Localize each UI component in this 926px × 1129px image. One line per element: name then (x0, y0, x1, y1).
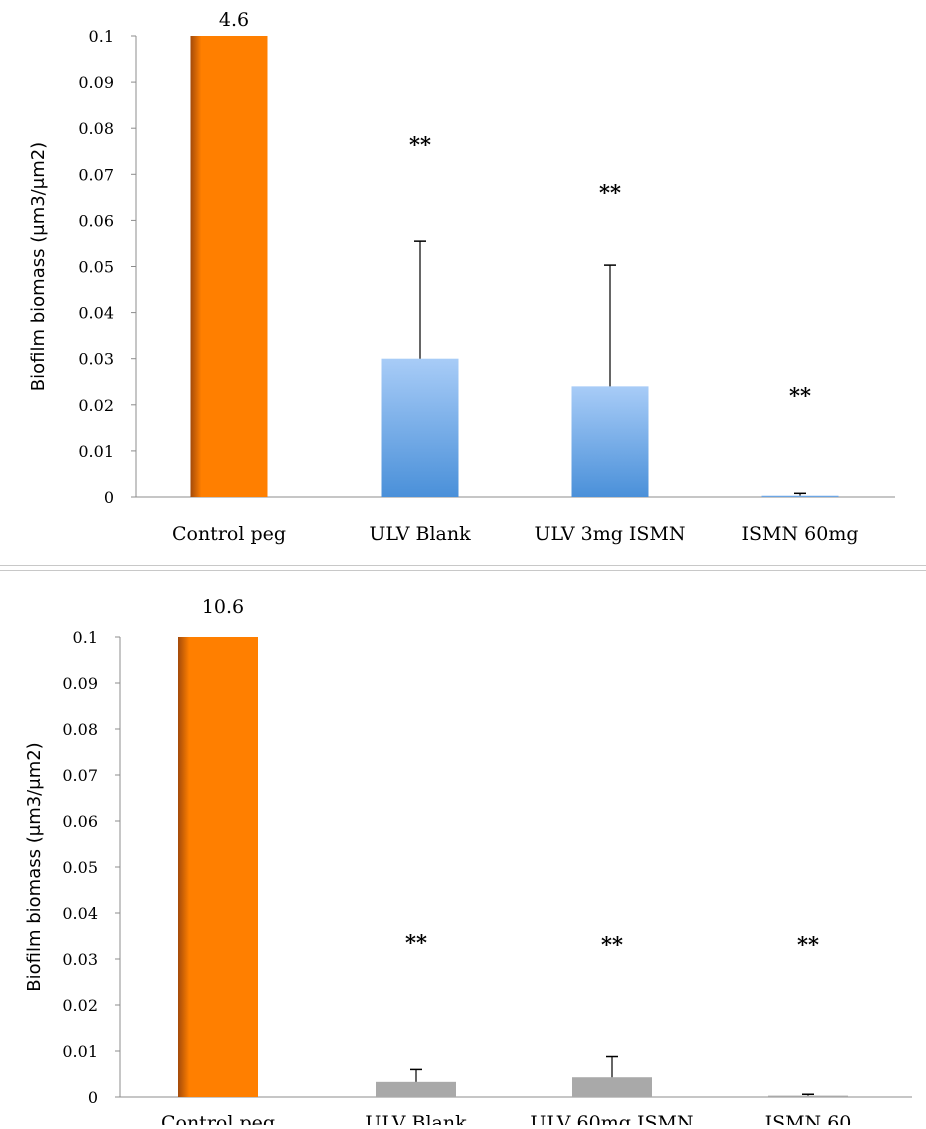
bottom-y-tick-label: 0 (88, 1088, 98, 1107)
top-y-tick-label: 0.02 (78, 396, 114, 415)
top-bar (571, 386, 649, 497)
top-y-tick-label: 0.03 (78, 350, 114, 369)
bottom-bar (768, 1095, 848, 1097)
top-y-tick-label: 0 (104, 488, 114, 507)
top-y-tick-label: 0.09 (78, 73, 114, 92)
bottom-significance-ismn: ** (797, 932, 819, 957)
bottom-y-tick-label: 0.08 (62, 720, 98, 739)
top-y-tick-label: 0.04 (78, 304, 114, 323)
chart-top: 0 0.01 0.02 0.03 0.04 0.05 0.06 0.07 0.08 0.09 0.1… (0, 0, 926, 563)
bottom-y-tick-label: 0.02 (62, 996, 98, 1015)
top-y-tick-label: 0.07 (78, 165, 114, 184)
bottom-category-label: ULV Blank (365, 1112, 467, 1125)
top-significance-ismn: ** (789, 383, 811, 408)
top-bar (381, 358, 459, 497)
bottom-bar (376, 1081, 456, 1097)
top-significance-treatment: ** (599, 180, 621, 205)
bottom-y-tick-label: 0.09 (62, 674, 98, 693)
top-y-tick-label: 0.05 (78, 258, 114, 277)
bottom-y-tick-label: 0.04 (62, 904, 98, 923)
top-y-axis-label: Biofilm biomass (μm3/μm2) (28, 142, 49, 391)
top-y-tick-label: 0.01 (78, 442, 114, 461)
top-y-tick-label: 0.1 (89, 27, 114, 46)
top-category-label: ISMN 60mg (742, 523, 859, 545)
panel-divider (0, 565, 926, 571)
bottom-y-tick-label: 0.06 (62, 812, 98, 831)
bottom-y-tick-label: 0.03 (62, 950, 98, 969)
chart-bottom: 0 0.01 0.02 0.03 0.04 0.05 0.06 0.07 0.08 0.09 0.1… (0, 573, 926, 1129)
chart-bottom-svg: 0 0.01 0.02 0.03 0.04 0.05 0.06 0.07 0.08 0.09 0.1… (24, 596, 912, 1129)
bottom-y-tick-label: 0.01 (62, 1042, 98, 1061)
top-category-label: Control peg (172, 523, 286, 545)
top-value-label: 4.6 (219, 9, 249, 31)
bottom-category-label: Control peg (161, 1112, 275, 1125)
bottom-bar (178, 637, 258, 1097)
top-bar (190, 36, 268, 497)
bottom-y-tick-label: 0.07 (62, 766, 98, 785)
top-category-label: ULV 3mg ISMN (534, 523, 685, 545)
top-y-tick-label: 0.06 (78, 211, 114, 230)
bottom-category-label: ISMN 60 (765, 1112, 852, 1125)
bottom-significance-blank: ** (405, 930, 427, 955)
bottom-y-axis-label: Biofilm biomass (μm3/μm2) (24, 742, 45, 991)
bottom-bar (572, 1077, 652, 1097)
bottom-y-tick-label: 0.05 (62, 858, 98, 877)
bottom-category-label: ULV 60mg ISMN (530, 1112, 693, 1125)
top-bar (761, 495, 839, 497)
chart-top-svg: 0 0.01 0.02 0.03 0.04 0.05 0.06 0.07 0.08 0.09 0.1… (28, 9, 895, 545)
bottom-y-tick-label: 0.1 (73, 628, 98, 647)
bottom-significance-treatment: ** (601, 932, 623, 957)
top-category-label: ULV Blank (369, 523, 471, 545)
bottom-value-label: 10.6 (202, 596, 244, 618)
top-y-tick-label: 0.08 (78, 119, 114, 138)
top-significance-blank: ** (409, 132, 431, 157)
